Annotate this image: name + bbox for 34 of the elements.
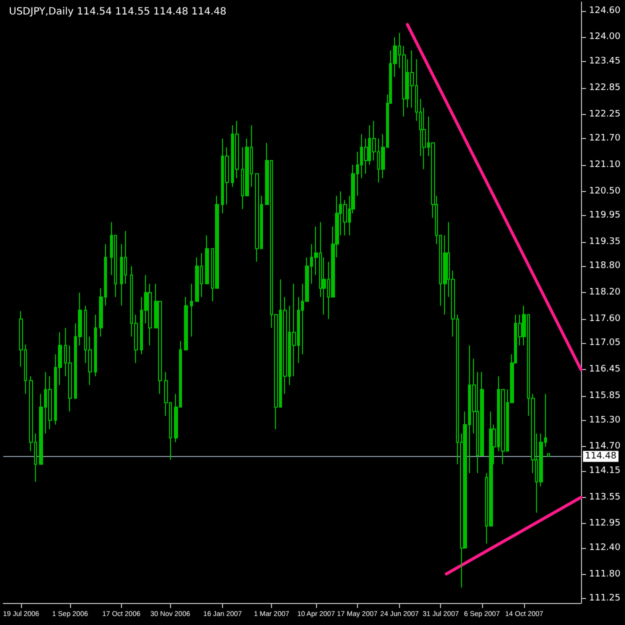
candlestick [195, 256, 199, 302]
y-tick-label: 124.00 [589, 32, 621, 42]
y-tick-label: 119.35 [589, 236, 620, 247]
y-tick-label: 121.70 [589, 133, 621, 144]
y-tick-label: 116.45 [589, 364, 620, 375]
candlestick [48, 376, 52, 430]
y-tick-label: 120.50 [589, 186, 621, 196]
y-tick-label: 112.95 [589, 518, 620, 529]
y-tick-label: 123.45 [589, 56, 620, 66]
candlestick [547, 452, 550, 457]
y-tick-label: 124.60 [589, 6, 621, 16]
y-tick-label: 117.60 [589, 314, 621, 324]
y-tick-label: 119.95 [589, 210, 620, 221]
y-tick-label: 115.85 [589, 391, 620, 402]
y-tick-label: 111.80 [589, 569, 621, 580]
y-tick-label: 122.85 [589, 82, 620, 93]
candlestick [184, 296, 188, 350]
y-tick-label: 114.70 [589, 442, 621, 452]
y-tick-label: 121.10 [589, 160, 621, 170]
candlestick [94, 314, 97, 377]
y-tick-label: 115.30 [589, 415, 621, 426]
y-tick-label: 118.20 [589, 288, 621, 298]
candlestick [190, 283, 193, 338]
y-tick-label: 112.40 [589, 542, 621, 553]
y-tick-label: 122.25 [589, 109, 620, 120]
y-tick-label: 111.25 [589, 594, 620, 604]
candlestick [255, 173, 259, 262]
y-tick-label: 113.55 [589, 492, 620, 502]
y-tick-label: 118.80 [589, 261, 621, 272]
y-tick-label: 114.15 [589, 466, 620, 476]
candlestick [205, 234, 209, 284]
chart-title: USDJPY,Daily 114.54 114.55 114.48 114.48 [9, 6, 226, 18]
ref-line-label: 114.48 [585, 451, 617, 462]
y-tick-label: 117.05 [589, 338, 620, 348]
